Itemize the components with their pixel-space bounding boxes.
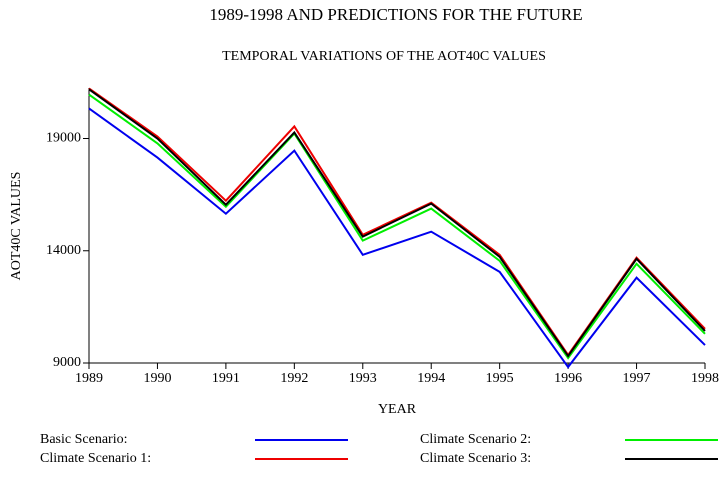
- x-tick-label: 1996: [554, 371, 582, 386]
- x-tick-label: 1989: [75, 371, 103, 386]
- x-tick-label: 1992: [280, 371, 308, 386]
- x-tick-label: 1994: [417, 371, 445, 386]
- x-tick-label: 1998: [691, 371, 719, 386]
- legend-label: Climate Scenario 3:: [420, 451, 531, 466]
- x-tick-label: 1990: [143, 371, 171, 386]
- chart-subtitle: TEMPORAL VARIATIONS OF THE AOT40C VALUES: [222, 49, 546, 64]
- series-line: [88, 107, 706, 369]
- y-tick-label: 14000: [46, 243, 81, 258]
- x-axis-label: YEAR: [378, 402, 417, 417]
- series-line: [88, 87, 706, 357]
- series-line: [88, 93, 706, 360]
- y-tick-label: 19000: [46, 131, 81, 146]
- legend-label: Climate Scenario 1:: [40, 451, 151, 466]
- y-tick-label: 9000: [53, 355, 81, 370]
- x-tick-label: 1993: [349, 371, 377, 386]
- chart-title: 1989-1998 AND PREDICTIONS FOR THE FUTURE: [209, 5, 582, 24]
- series-line: [88, 88, 706, 358]
- y-axis-label: AOT40C VALUES: [9, 172, 24, 281]
- x-tick-label: 1991: [212, 371, 240, 386]
- legend-label: Climate Scenario 2:: [420, 432, 531, 447]
- x-tick-label: 1997: [623, 371, 651, 386]
- legend-label: Basic Scenario:: [40, 432, 127, 447]
- x-tick-label: 1995: [486, 371, 514, 386]
